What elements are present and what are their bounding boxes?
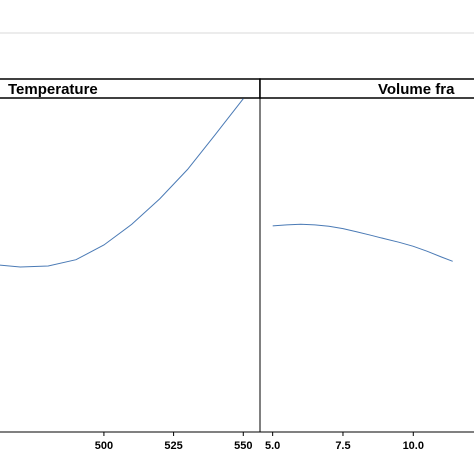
x-tick-label: 525 — [164, 440, 182, 452]
strip-title-volume-fraction: Volume fra — [378, 81, 455, 98]
x-tick-label: 550 — [234, 440, 252, 452]
panel-temperature: Temperature 500 525 550 — [0, 78, 261, 452]
plot-frame-temperature — [0, 97, 261, 433]
series-line-temperature — [0, 98, 244, 268]
x-tick-label: 10.0 — [403, 440, 424, 452]
x-tick-label: 7.5 — [335, 440, 350, 452]
x-axis-volume-fraction: 5.0 7.5 10.0 — [265, 432, 424, 452]
x-axis-temperature: 500 525 550 — [95, 432, 252, 452]
strip-title-temperature: Temperature — [8, 81, 98, 98]
plot-frame-volume-fraction — [259, 97, 474, 433]
x-tick-label: 500 — [95, 440, 113, 452]
x-tick-label: 5.0 — [265, 440, 280, 452]
panel-volume-fraction: Volume fra 5.0 7.5 10.0 — [259, 78, 474, 452]
series-line-volume-fraction — [272, 223, 453, 262]
